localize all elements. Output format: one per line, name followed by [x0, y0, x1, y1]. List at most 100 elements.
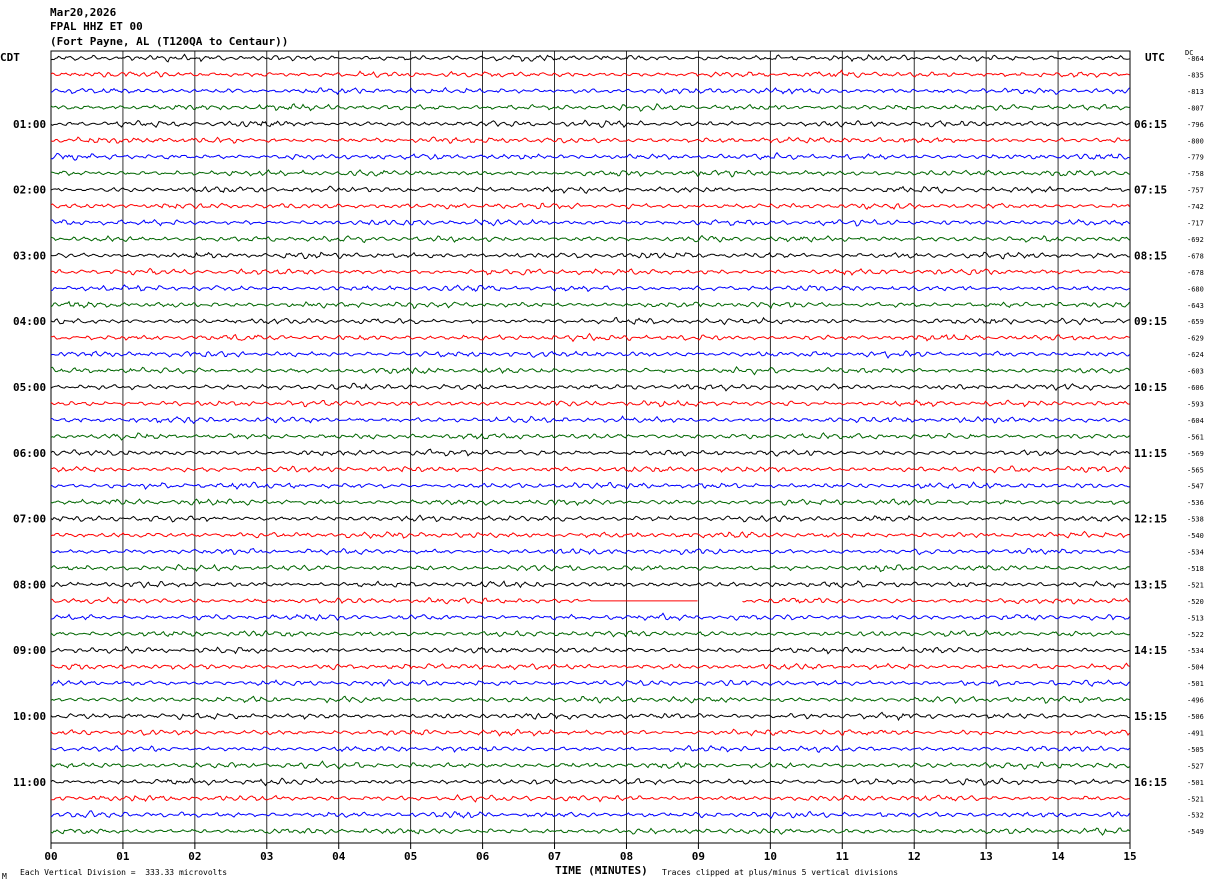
- seismic-trace: [50, 350, 1130, 359]
- seismic-trace: [50, 481, 1130, 491]
- seismic-trace: [50, 547, 1130, 556]
- seismic-trace: [50, 284, 1130, 293]
- seismic-trace: [50, 662, 1130, 671]
- trace-dc-offset-label: -518: [1187, 565, 1204, 573]
- utc-hour-label: 13:15: [1134, 578, 1167, 591]
- seismic-trace: [50, 711, 1130, 722]
- seismic-trace: [50, 382, 1130, 392]
- utc-hour-label: 06:15: [1134, 118, 1167, 131]
- utc-hour-label: 12:15: [1134, 513, 1167, 526]
- cdt-hour-label: 04:00: [13, 315, 46, 328]
- seismic-trace: [50, 316, 1130, 326]
- seismic-trace: [50, 251, 1130, 260]
- cdt-hour-label: 09:00: [13, 644, 46, 657]
- trace-dc-offset-label: -569: [1187, 450, 1204, 458]
- left-timezone-label: CDT: [0, 51, 20, 64]
- trace-dc-offset-label: -506: [1187, 713, 1204, 721]
- seismic-trace: [50, 563, 1130, 573]
- plot-frame: [50, 50, 1131, 844]
- seismic-trace: [50, 332, 1130, 343]
- seismic-trace: [50, 218, 1130, 227]
- trace-dc-offset-label: -561: [1187, 433, 1204, 441]
- trace-dc-offset-label: -603: [1187, 368, 1204, 376]
- trace-dc-offset-label: -521: [1187, 795, 1204, 803]
- seismic-trace: [50, 119, 1130, 129]
- seismic-trace: [50, 827, 1130, 836]
- trace-dc-offset-label: -547: [1187, 483, 1204, 491]
- x-tick-label: 04: [332, 850, 346, 863]
- trace-dc-offset-label: -807: [1187, 104, 1204, 112]
- seismic-trace: [50, 53, 1130, 63]
- seismic-trace: [50, 399, 1130, 408]
- cdt-hour-label: 10:00: [13, 710, 46, 723]
- trace-dc-offset-label: -504: [1187, 664, 1204, 672]
- seismic-trace: [50, 794, 1130, 803]
- seismic-trace: [50, 629, 1130, 638]
- seismic-trace: [50, 498, 1130, 507]
- x-tick-label: 00: [44, 850, 57, 863]
- utc-hour-label: 16:15: [1134, 776, 1167, 789]
- plot-date: Mar20,2026: [50, 6, 117, 19]
- trace-dc-offset-label: -813: [1187, 88, 1204, 96]
- cdt-hour-label: 05:00: [13, 381, 46, 394]
- seismic-trace: [50, 679, 1130, 687]
- utc-hour-label: 09:15: [1134, 315, 1167, 328]
- utc-hour-label: 15:15: [1134, 710, 1167, 723]
- cdt-hour-label: 06:00: [13, 447, 46, 460]
- trace-dc-offset-label: -496: [1187, 697, 1204, 705]
- x-tick-label: 14: [1051, 850, 1065, 863]
- trace-dc-offset-label: -758: [1187, 170, 1204, 178]
- x-tick-label: 10: [764, 850, 777, 863]
- trace-dc-offset-label: -604: [1187, 417, 1204, 425]
- seismic-trace: [50, 612, 1130, 622]
- cdt-hour-label: 01:00: [13, 118, 46, 131]
- trace-dc-offset-label: -835: [1187, 71, 1204, 79]
- cdt-hour-label: 02:00: [13, 184, 46, 197]
- seismic-trace: [50, 432, 1130, 441]
- utc-hour-label: 11:15: [1134, 447, 1167, 460]
- seismic-trace: [50, 169, 1130, 178]
- utc-hour-label: 08:15: [1134, 249, 1167, 262]
- seismic-trace: [50, 102, 1130, 112]
- seismic-trace: [50, 366, 1130, 376]
- cdt-hour-label: 08:00: [13, 578, 46, 591]
- x-tick-label: 11: [836, 850, 850, 863]
- x-tick-label: 09: [692, 850, 705, 863]
- x-tick-label: 05: [404, 850, 417, 863]
- x-tick-label: 08: [620, 850, 633, 863]
- trace-dc-offset-label: -565: [1187, 466, 1204, 474]
- trace-dc-offset-label: -532: [1187, 812, 1204, 820]
- seismic-trace: [50, 760, 1130, 771]
- seismic-trace: [50, 777, 1130, 787]
- x-tick-label: 06: [476, 850, 490, 863]
- seismic-trace: [50, 415, 1130, 425]
- seismic-trace: [742, 597, 1130, 605]
- dc-column-header: DC: [1185, 49, 1194, 57]
- seismic-trace: [50, 136, 1130, 144]
- seismic-trace: [50, 448, 1130, 457]
- cdt-hour-label: 03:00: [13, 249, 46, 262]
- trace-dc-offset-label: -742: [1187, 203, 1204, 211]
- trace-dc-offset-label: -757: [1187, 187, 1204, 195]
- trace-dc-offset-label: -491: [1187, 729, 1204, 737]
- trace-dc-offset-label: -624: [1187, 351, 1204, 359]
- right-timezone-label: UTC: [1145, 51, 1165, 64]
- trace-dc-offset-label: -779: [1187, 154, 1204, 162]
- cdt-hour-label: 11:00: [13, 776, 46, 789]
- seismic-trace: [50, 86, 1130, 96]
- trace-dc-offset-label: -538: [1187, 516, 1204, 524]
- trace-dc-offset-label: -629: [1187, 335, 1204, 343]
- seismic-trace: [50, 580, 1130, 589]
- trace-dc-offset-label: -864: [1187, 55, 1204, 63]
- trace-dc-offset-label: -796: [1187, 121, 1204, 129]
- x-tick-label: 07: [548, 850, 561, 863]
- utc-hour-label: 10:15: [1134, 381, 1167, 394]
- trace-dc-offset-label: -521: [1187, 581, 1204, 589]
- trace-dc-offset-label: -593: [1187, 400, 1204, 408]
- seismic-trace: [50, 810, 1130, 820]
- x-tick-label: 12: [908, 850, 921, 863]
- seismic-trace: [50, 202, 1130, 210]
- seismic-trace: [50, 151, 1130, 161]
- seismic-trace: [50, 267, 1130, 276]
- vertical-scale-note: Each Vertical Division = 333.33 microvol…: [20, 868, 228, 877]
